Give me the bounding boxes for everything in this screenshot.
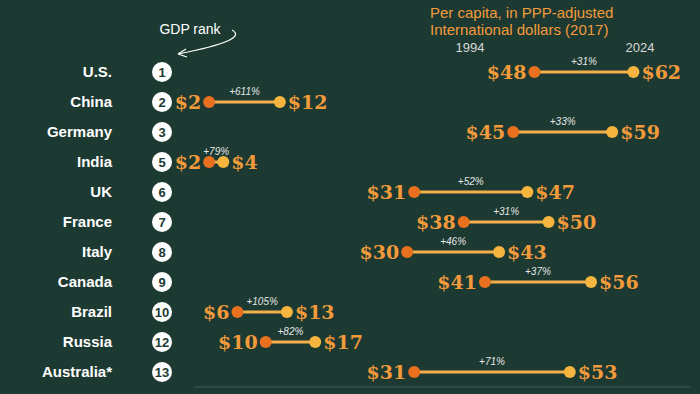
- svg-text:+71%: +71%: [479, 356, 505, 367]
- svg-text:10: 10: [155, 305, 169, 320]
- svg-text:UK: UK: [90, 183, 112, 200]
- svg-text:$31: $31: [367, 361, 407, 383]
- html-text:Per capita, in PPP-adjusted In: Per capita, in PPP-adjusted Internationa…: [430, 4, 614, 38]
- svg-text:3: 3: [158, 125, 165, 140]
- svg-text:$45: $45: [466, 121, 506, 143]
- svg-text:France: France: [63, 213, 112, 230]
- svg-text:$50: $50: [557, 211, 597, 233]
- svg-text:+611%: +611%: [229, 86, 260, 97]
- svg-text:Russia: Russia: [63, 333, 113, 350]
- svg-text:$56: $56: [599, 271, 639, 293]
- svg-text:12: 12: [155, 335, 169, 350]
- svg-text:$59: $59: [620, 121, 660, 143]
- svg-text:$17: $17: [323, 331, 363, 353]
- svg-text:+31%: +31%: [571, 56, 597, 67]
- svg-text:8: 8: [158, 245, 165, 260]
- svg-text:Italy: Italy: [82, 243, 113, 260]
- svg-text:+31%: +31%: [493, 206, 519, 217]
- svg-text:$47: $47: [535, 181, 575, 203]
- svg-text:$10: $10: [218, 331, 258, 353]
- svg-text:5: 5: [158, 155, 165, 170]
- svg-text:7: 7: [158, 215, 165, 230]
- svg-text:$30: $30: [359, 241, 399, 263]
- svg-text:$12: $12: [288, 91, 328, 113]
- svg-text:+33%: +33%: [550, 116, 576, 127]
- svg-text:$41: $41: [437, 271, 477, 293]
- svg-text:13: 13: [155, 365, 169, 380]
- svg-text:China: China: [70, 93, 112, 110]
- svg-text:1994: 1994: [456, 40, 485, 55]
- svg-text:$62: $62: [641, 61, 681, 83]
- svg-text:Australia*: Australia*: [42, 363, 112, 380]
- svg-text:Canada: Canada: [58, 273, 113, 290]
- svg-text:6: 6: [158, 185, 165, 200]
- svg-text:$43: $43: [507, 241, 547, 263]
- svg-text:$48: $48: [487, 61, 527, 83]
- svg-text:$2: $2: [175, 151, 201, 173]
- svg-text:2: 2: [158, 95, 165, 110]
- svg-text:+46%: +46%: [440, 236, 466, 247]
- svg-text:Brazil: Brazil: [71, 303, 112, 320]
- svg-text:+105%: +105%: [246, 296, 278, 307]
- svg-text:$38: $38: [416, 211, 456, 233]
- svg-text:U.S.: U.S.: [83, 63, 112, 80]
- svg-text:+52%: +52%: [458, 176, 484, 187]
- svg-text:$53: $53: [578, 361, 618, 383]
- svg-text:Germany: Germany: [47, 123, 113, 140]
- svg-text:+82%: +82%: [278, 326, 304, 337]
- svg-text:$31: $31: [367, 181, 407, 203]
- svg-text:India: India: [77, 153, 113, 170]
- svg-text:GDP rank: GDP rank: [159, 21, 221, 37]
- svg-text:+37%: +37%: [525, 266, 551, 277]
- svg-text:$13: $13: [295, 301, 335, 323]
- svg-text:$4: $4: [231, 151, 257, 173]
- svg-text:$6: $6: [203, 301, 229, 323]
- svg-text:9: 9: [158, 275, 165, 290]
- svg-text:1: 1: [158, 65, 165, 80]
- svg-text:$2: $2: [175, 91, 201, 113]
- svg-text:+79%: +79%: [203, 146, 229, 157]
- svg-text:2024: 2024: [626, 40, 655, 55]
